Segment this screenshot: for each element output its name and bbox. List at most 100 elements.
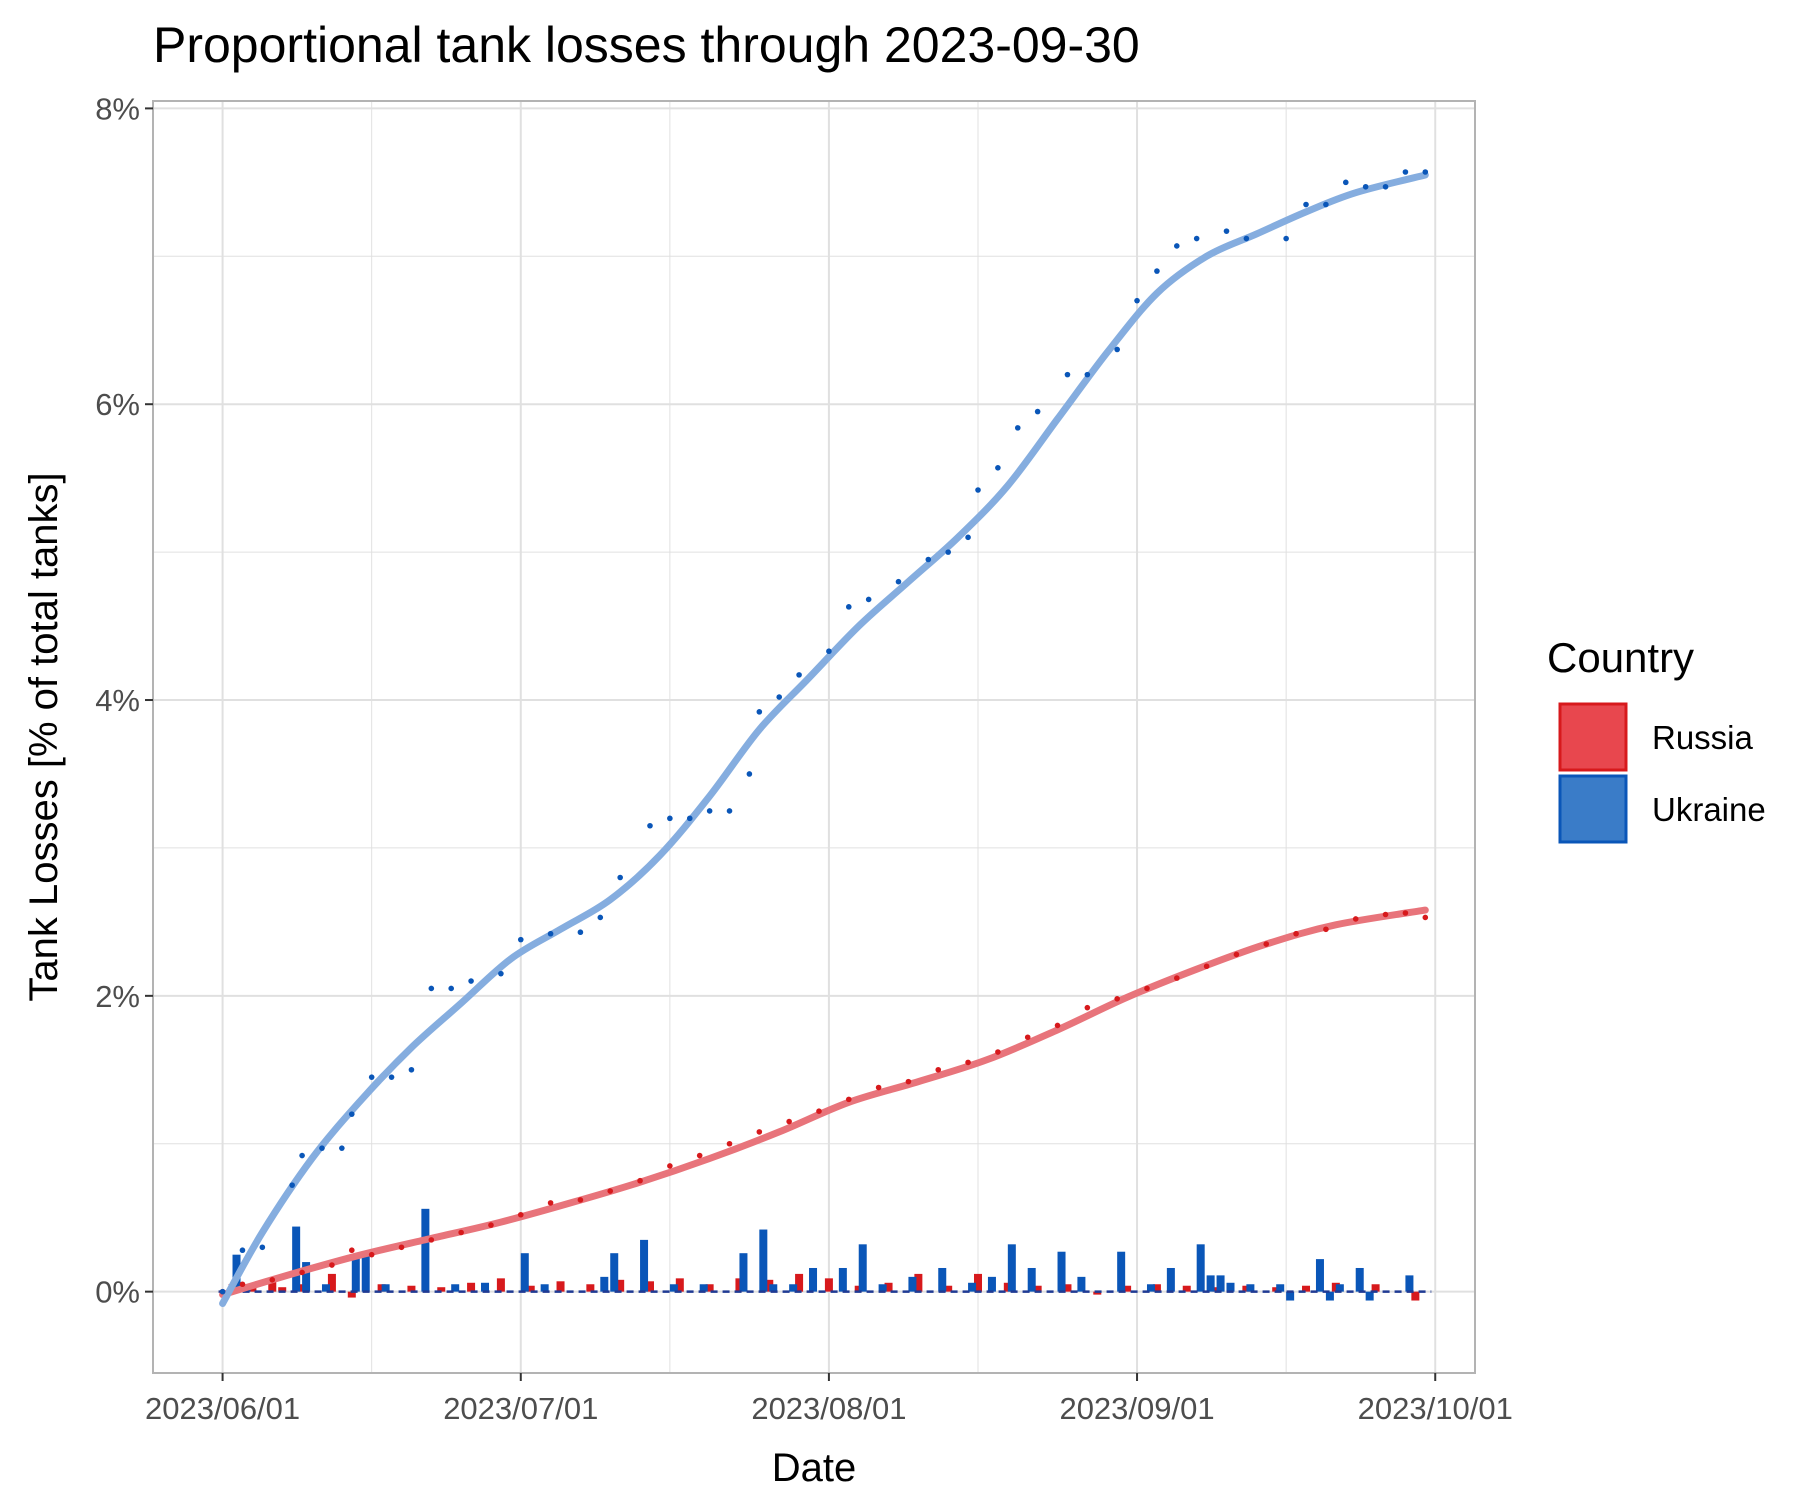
cumulative-point-ukraine bbox=[1154, 268, 1160, 274]
y-axis-title: Tank Losses [% of total tanks] bbox=[22, 472, 66, 1001]
plot-panel-border bbox=[152, 100, 1476, 1374]
daily-bar-ukraine bbox=[421, 1208, 430, 1292]
daily-bar-ukraine bbox=[1077, 1276, 1086, 1292]
daily-bar-russia bbox=[1371, 1284, 1380, 1292]
daily-bar-ukraine bbox=[1315, 1259, 1324, 1292]
cumulative-point-russia bbox=[1352, 916, 1359, 922]
daily-bar-russia bbox=[1123, 1285, 1132, 1292]
daily-bar-ukraine bbox=[1276, 1284, 1285, 1292]
cumulative-point-russia bbox=[547, 1200, 554, 1206]
daily-bar-russia bbox=[467, 1282, 476, 1292]
cumulative-point-ukraine bbox=[1014, 425, 1021, 431]
cumulative-point-ukraine bbox=[746, 771, 753, 777]
cumulative-point-ukraine bbox=[408, 1066, 415, 1073]
cumulative-point-russia bbox=[329, 1262, 335, 1268]
cumulative-point-ukraine bbox=[1134, 297, 1140, 304]
cumulative-point-ukraine bbox=[1283, 235, 1289, 242]
cumulative-point-russia bbox=[875, 1084, 882, 1091]
grid-lines bbox=[153, 101, 1475, 1373]
x-tick-label: 2023/09/01 bbox=[1059, 1391, 1214, 1426]
cumulative-point-russia bbox=[1054, 1022, 1061, 1029]
legend-title: Country bbox=[1547, 634, 1694, 681]
daily-bar-ukraine bbox=[669, 1284, 678, 1292]
cumulative-point-ukraine bbox=[498, 970, 504, 977]
daily-bar-ukraine bbox=[381, 1284, 390, 1292]
cumulative-point-ukraine bbox=[965, 534, 971, 541]
cumulative-point-russia bbox=[1084, 1004, 1091, 1011]
cumulative-loss-points bbox=[219, 169, 1429, 1295]
daily-bar-russia bbox=[824, 1278, 833, 1292]
daily-bar-ukraine bbox=[838, 1267, 847, 1292]
daily-bar-ukraine bbox=[292, 1226, 301, 1292]
cumulative-point-ukraine bbox=[299, 1152, 305, 1159]
y-tick-label: 2% bbox=[95, 979, 140, 1014]
daily-bar-ukraine bbox=[1206, 1275, 1215, 1292]
cumulative-point-ukraine bbox=[577, 929, 584, 936]
daily-bar-russia bbox=[1093, 1291, 1102, 1295]
cumulative-point-ukraine bbox=[1323, 201, 1329, 208]
daily-bar-ukraine bbox=[987, 1276, 996, 1292]
legend-key-russia bbox=[1558, 702, 1628, 772]
cumulative-point-ukraine bbox=[1174, 243, 1180, 249]
daily-bar-ukraine bbox=[540, 1284, 549, 1292]
daily-bar-ukraine bbox=[1007, 1244, 1016, 1292]
cumulative-point-russia bbox=[1233, 951, 1240, 958]
cumulative-point-ukraine bbox=[1114, 346, 1120, 353]
cumulative-point-russia bbox=[239, 1281, 246, 1288]
cumulative-point-ukraine bbox=[597, 914, 604, 921]
daily-bar-ukraine bbox=[908, 1276, 917, 1292]
daily-bar-ukraine bbox=[520, 1253, 529, 1292]
x-axis-title: Date bbox=[772, 1446, 857, 1490]
cumulative-point-russia bbox=[1323, 926, 1329, 933]
cumulative-point-ukraine bbox=[388, 1074, 395, 1080]
cumulative-point-russia bbox=[458, 1229, 464, 1236]
trend-line-ukraine bbox=[219, 171, 1429, 1307]
daily-bar-russia bbox=[616, 1279, 625, 1292]
cumulative-point-ukraine bbox=[428, 985, 435, 992]
y-tick-label: 4% bbox=[95, 683, 140, 718]
cumulative-point-russia bbox=[667, 1163, 673, 1169]
daily-bar-russia bbox=[1063, 1284, 1072, 1292]
cumulative-point-russia bbox=[726, 1140, 733, 1147]
x-tick-label: 2023/07/01 bbox=[443, 1391, 598, 1426]
daily-bar-ukraine bbox=[321, 1284, 330, 1292]
cumulative-point-russia bbox=[1174, 975, 1180, 981]
x-axis: 2023/06/01 2023/07/01 2023/08/01 2023/09/01… bbox=[145, 1373, 1513, 1426]
cumulative-point-russia bbox=[607, 1188, 614, 1194]
cumulative-point-russia bbox=[348, 1247, 355, 1254]
daily-bar-ukraine bbox=[968, 1282, 977, 1292]
cumulative-point-russia bbox=[756, 1129, 763, 1135]
legend-label-ukraine: Ukraine bbox=[1652, 791, 1766, 828]
cumulative-point-ukraine bbox=[865, 596, 872, 603]
cumulative-point-russia bbox=[299, 1269, 305, 1276]
cumulative-point-russia bbox=[1402, 910, 1409, 916]
daily-bar-russia bbox=[347, 1291, 356, 1298]
daily-bar-russia bbox=[974, 1273, 983, 1292]
cumulative-point-ukraine bbox=[1422, 169, 1429, 175]
cumulative-point-ukraine bbox=[368, 1074, 375, 1080]
cumulative-point-russia bbox=[1263, 941, 1270, 947]
cumulative-point-ukraine bbox=[1034, 408, 1041, 415]
daily-bar-russia bbox=[496, 1278, 505, 1292]
cumulative-point-russia bbox=[368, 1251, 375, 1258]
daily-bar-ukraine bbox=[1246, 1284, 1255, 1292]
cumulative-point-ukraine bbox=[1303, 201, 1309, 208]
daily-bar-ukraine bbox=[699, 1284, 708, 1292]
daily-loss-bars bbox=[228, 1208, 1420, 1301]
daily-bar-russia bbox=[1152, 1284, 1161, 1292]
cumulative-point-ukraine bbox=[1342, 179, 1349, 186]
cumulative-point-ukraine bbox=[925, 556, 932, 563]
cumulative-point-ukraine bbox=[348, 1111, 355, 1117]
daily-bar-ukraine bbox=[361, 1251, 370, 1292]
cumulative-point-russia bbox=[786, 1118, 792, 1125]
cumulative-point-ukraine bbox=[1084, 371, 1091, 378]
daily-bar-russia bbox=[407, 1285, 416, 1292]
daily-bar-ukraine bbox=[1196, 1244, 1205, 1292]
daily-bar-russia bbox=[327, 1273, 336, 1292]
daily-bar-russia bbox=[556, 1281, 565, 1292]
cumulative-point-russia bbox=[577, 1197, 584, 1203]
daily-bar-ukraine bbox=[1146, 1284, 1155, 1292]
daily-bar-ukraine bbox=[1226, 1282, 1235, 1292]
cumulative-point-ukraine bbox=[219, 1288, 226, 1295]
